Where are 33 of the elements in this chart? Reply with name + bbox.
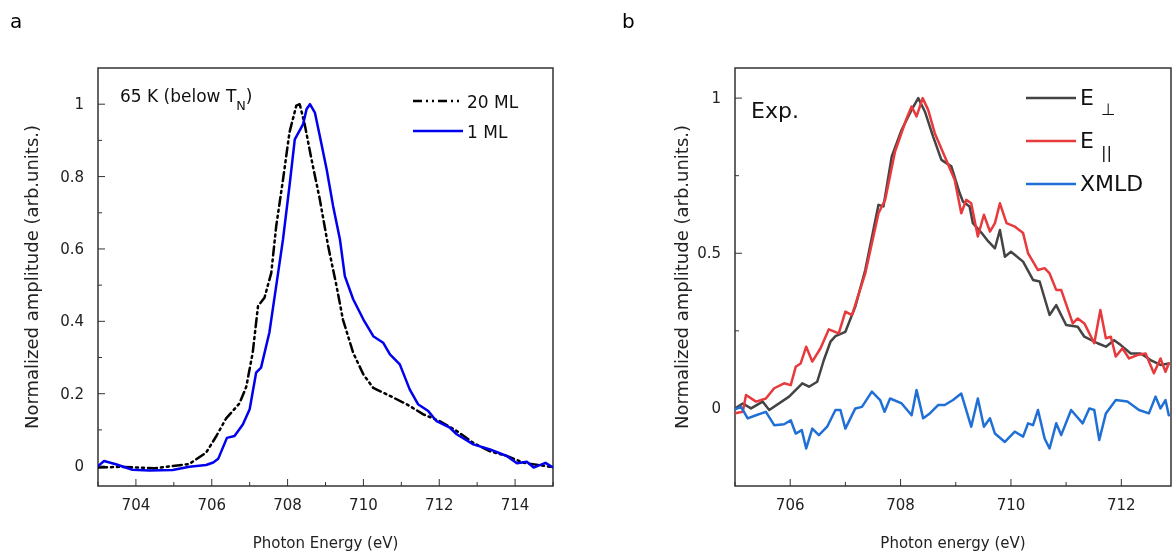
legend-label: XMLD: [1080, 171, 1144, 196]
annotation: Exp.: [751, 98, 799, 123]
x-tick-label: 712: [1107, 496, 1136, 514]
annotation: 65 K (below T$_{N}$): [120, 86, 253, 113]
x-tick-label: 704: [121, 496, 151, 514]
x-tick-label: 710: [996, 496, 1026, 514]
chart-title: a: [10, 9, 23, 33]
legend-label: 1 ML: [467, 122, 508, 142]
x-tick-label: 706: [775, 496, 805, 514]
legend-label: 20 ML: [467, 92, 519, 112]
x-tick-label: 710: [349, 496, 378, 514]
y-tick-label: 0.5: [697, 244, 721, 263]
y-tick-label: 0: [74, 457, 84, 476]
y-tick-label: 1: [711, 89, 721, 108]
chart-title: b: [622, 9, 635, 33]
line-series: [735, 388, 1171, 450]
x-tick-label: 712: [424, 496, 454, 514]
y-tick-label: 0: [711, 399, 721, 418]
y-tick-label: 1: [74, 95, 84, 114]
y-tick-label: 0.4: [60, 312, 84, 331]
x-tick-label: 714: [500, 496, 530, 514]
legend-label: E $_{⊥}$: [1080, 85, 1116, 119]
y-axis-title: Normalized amplitude (arb.units.): [21, 124, 42, 430]
y-tick-label: 0.2: [60, 384, 84, 403]
x-axis-title: Photon energy (eV): [880, 534, 1026, 552]
x-axis-title: Photon Energy (eV): [252, 534, 399, 552]
y-tick-label: 0.6: [60, 239, 84, 258]
legend-label: E $_{||}$: [1080, 128, 1113, 162]
x-tick-label: 708: [886, 496, 915, 514]
x-tick-label: 706: [197, 496, 227, 514]
x-tick-label: 708: [273, 496, 302, 514]
y-tick-label: 0.8: [60, 167, 84, 186]
y-axis-title: Normalized amplitude (arb.units.): [671, 124, 692, 430]
